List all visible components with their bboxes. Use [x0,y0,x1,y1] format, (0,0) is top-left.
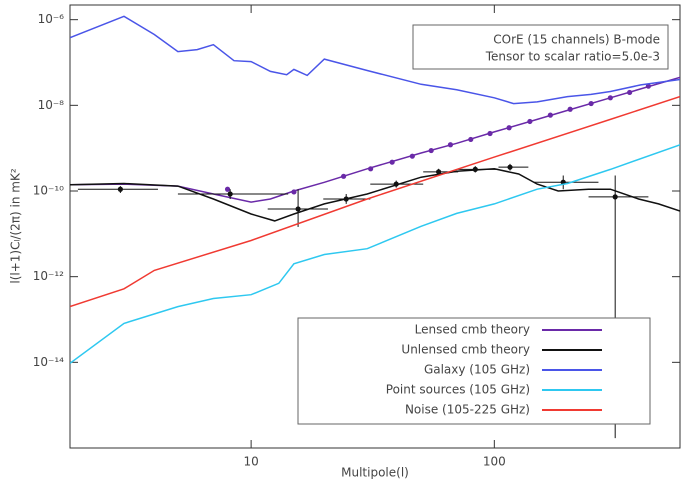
data-point [428,147,434,154]
data-point [472,166,478,172]
data-point [506,125,512,131]
data-point [389,159,395,165]
y-tick-label: 10⁻¹⁴ [33,355,64,369]
data-point [224,186,231,192]
data-point [468,136,474,143]
data-point [409,153,415,159]
x-tick-label: 10 [243,455,258,469]
x-axis-label: Multipole(l) [341,466,409,480]
data-point [227,191,233,197]
data-point [340,173,347,179]
annotation: COrE (15 channels) B-mode [493,33,660,47]
data-point [291,189,297,195]
plot-frame [69,4,681,449]
y-tick-label: 10⁻⁸ [38,98,65,112]
series-line [70,15,680,105]
data-point [612,194,618,200]
data-point [295,206,301,212]
legend-label: Galaxy (105 GHz) [424,363,530,377]
annotation-box [412,24,669,70]
data-point [527,118,533,125]
data-point [447,142,454,148]
data-point [547,112,553,118]
y-tick-label: 10⁻⁶ [38,12,65,26]
y-tick-label: 10⁻¹² [33,269,64,283]
data-point [627,89,633,96]
data-point [507,164,513,170]
data-point [117,186,123,192]
data-point [645,83,651,89]
data-point [487,130,493,137]
series-line [70,76,680,203]
legend-label: Lensed cmb theory [415,323,530,337]
data-point [567,106,573,112]
series-line [70,144,680,364]
y-tick-label: 10⁻¹⁰ [33,184,64,198]
data-point [435,169,442,175]
data-point [607,95,613,101]
series-line [70,95,680,308]
legend-label: Point sources (105 GHz) [386,383,530,397]
data-point [343,196,349,202]
legend-label: Unlensed cmb theory [401,343,530,357]
y-axis-label: l(l+1)Cₗ/(2π) in mK² [9,168,23,283]
data-point [588,100,594,107]
legend-label: Noise (105-225 GHz) [405,403,530,417]
data-point [393,181,399,187]
x-tick-label: 100 [483,455,506,469]
data-point [368,166,374,172]
annotation: Tensor to scalar ratio=5.0e-3 [485,50,660,64]
